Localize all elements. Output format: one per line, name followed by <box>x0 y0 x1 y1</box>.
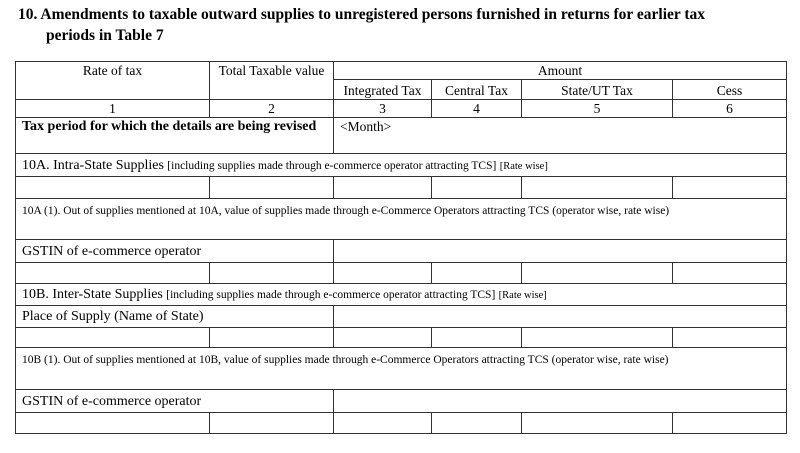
input-cell[interactable] <box>521 327 673 348</box>
column-number: 6 <box>671 99 788 118</box>
table-row <box>15 262 788 284</box>
amendments-table: Rate of tax Total Taxable value Amount I… <box>14 61 788 434</box>
input-cell[interactable] <box>671 412 788 434</box>
section-10a-ratewise: [Rate wise] <box>499 160 548 172</box>
section-10a-note: [including supplies made through e-comme… <box>167 159 497 172</box>
column-number: 5 <box>521 99 673 118</box>
table-row <box>15 176 788 199</box>
input-cell[interactable] <box>671 327 788 348</box>
section-10b1-heading: 10B (1). Out of supplies mentioned at 10… <box>14 347 788 390</box>
gstin-input[interactable] <box>332 389 788 413</box>
header-central-tax: Central Tax <box>431 79 522 100</box>
gstin-label: GSTIN of e-commerce operator <box>15 239 334 263</box>
input-cell[interactable] <box>209 176 334 199</box>
input-cell[interactable] <box>521 176 673 199</box>
column-number: 2 <box>209 99 334 118</box>
input-cell[interactable] <box>521 412 673 434</box>
column-number: 4 <box>431 99 522 118</box>
title-line-1: 10. Amendments to taxable outward suppli… <box>18 6 706 23</box>
section-title: 10. Amendments to taxable outward suppli… <box>18 4 788 46</box>
input-cell[interactable] <box>431 412 522 434</box>
input-cell[interactable] <box>671 176 788 199</box>
input-cell[interactable] <box>333 176 432 199</box>
place-of-supply-label: Place of Supply (Name of State) <box>15 305 334 328</box>
title-line-2: periods in Table 7 <box>46 27 164 44</box>
tax-period-value[interactable]: <Month> <box>332 117 788 154</box>
column-number: 1 <box>15 99 210 118</box>
table-row <box>15 327 788 348</box>
header-amount: Amount <box>332 61 788 80</box>
input-cell[interactable] <box>15 262 210 284</box>
gstin-label: GSTIN of e-commerce operator <box>15 389 334 413</box>
input-cell[interactable] <box>671 262 788 284</box>
section-10a1-heading: 10A (1). Out of supplies mentioned at 10… <box>14 198 788 240</box>
column-number: 3 <box>333 99 432 118</box>
input-cell[interactable] <box>15 327 210 348</box>
input-cell[interactable] <box>521 262 673 284</box>
section-10b-ratewise: [Rate wise] <box>498 290 547 301</box>
section-10b-title: 10B. Inter-State Supplies <box>22 287 163 302</box>
tax-period-label: Tax period for which the details are bei… <box>15 117 334 154</box>
input-cell[interactable] <box>15 176 210 199</box>
table-row <box>15 412 788 434</box>
header-state-ut-tax: State/UT Tax <box>521 79 673 100</box>
gstin-input[interactable] <box>332 239 788 263</box>
input-cell[interactable] <box>431 262 522 284</box>
header-rate-of-tax: Rate of tax <box>15 61 210 100</box>
input-cell[interactable] <box>333 412 432 434</box>
place-of-supply-input[interactable] <box>332 305 788 328</box>
header-total-taxable-value: Total Taxable value <box>209 61 334 100</box>
input-cell[interactable] <box>209 327 334 348</box>
header-cess: Cess <box>671 79 788 100</box>
section-10a-title: 10A. Intra-State Supplies <box>22 157 164 173</box>
input-cell[interactable] <box>431 176 522 199</box>
input-cell[interactable] <box>15 412 210 434</box>
section-10b-heading: 10B. Inter-State Supplies [including sup… <box>14 283 788 306</box>
section-10a-heading: 10A. Intra-State Supplies [including sup… <box>14 153 788 177</box>
section-10b-note: [including supplies made through e-comme… <box>166 289 496 301</box>
input-cell[interactable] <box>333 262 432 284</box>
input-cell[interactable] <box>209 412 334 434</box>
input-cell[interactable] <box>431 327 522 348</box>
input-cell[interactable] <box>333 327 432 348</box>
header-integrated-tax: Integrated Tax <box>333 79 432 100</box>
input-cell[interactable] <box>209 262 334 284</box>
